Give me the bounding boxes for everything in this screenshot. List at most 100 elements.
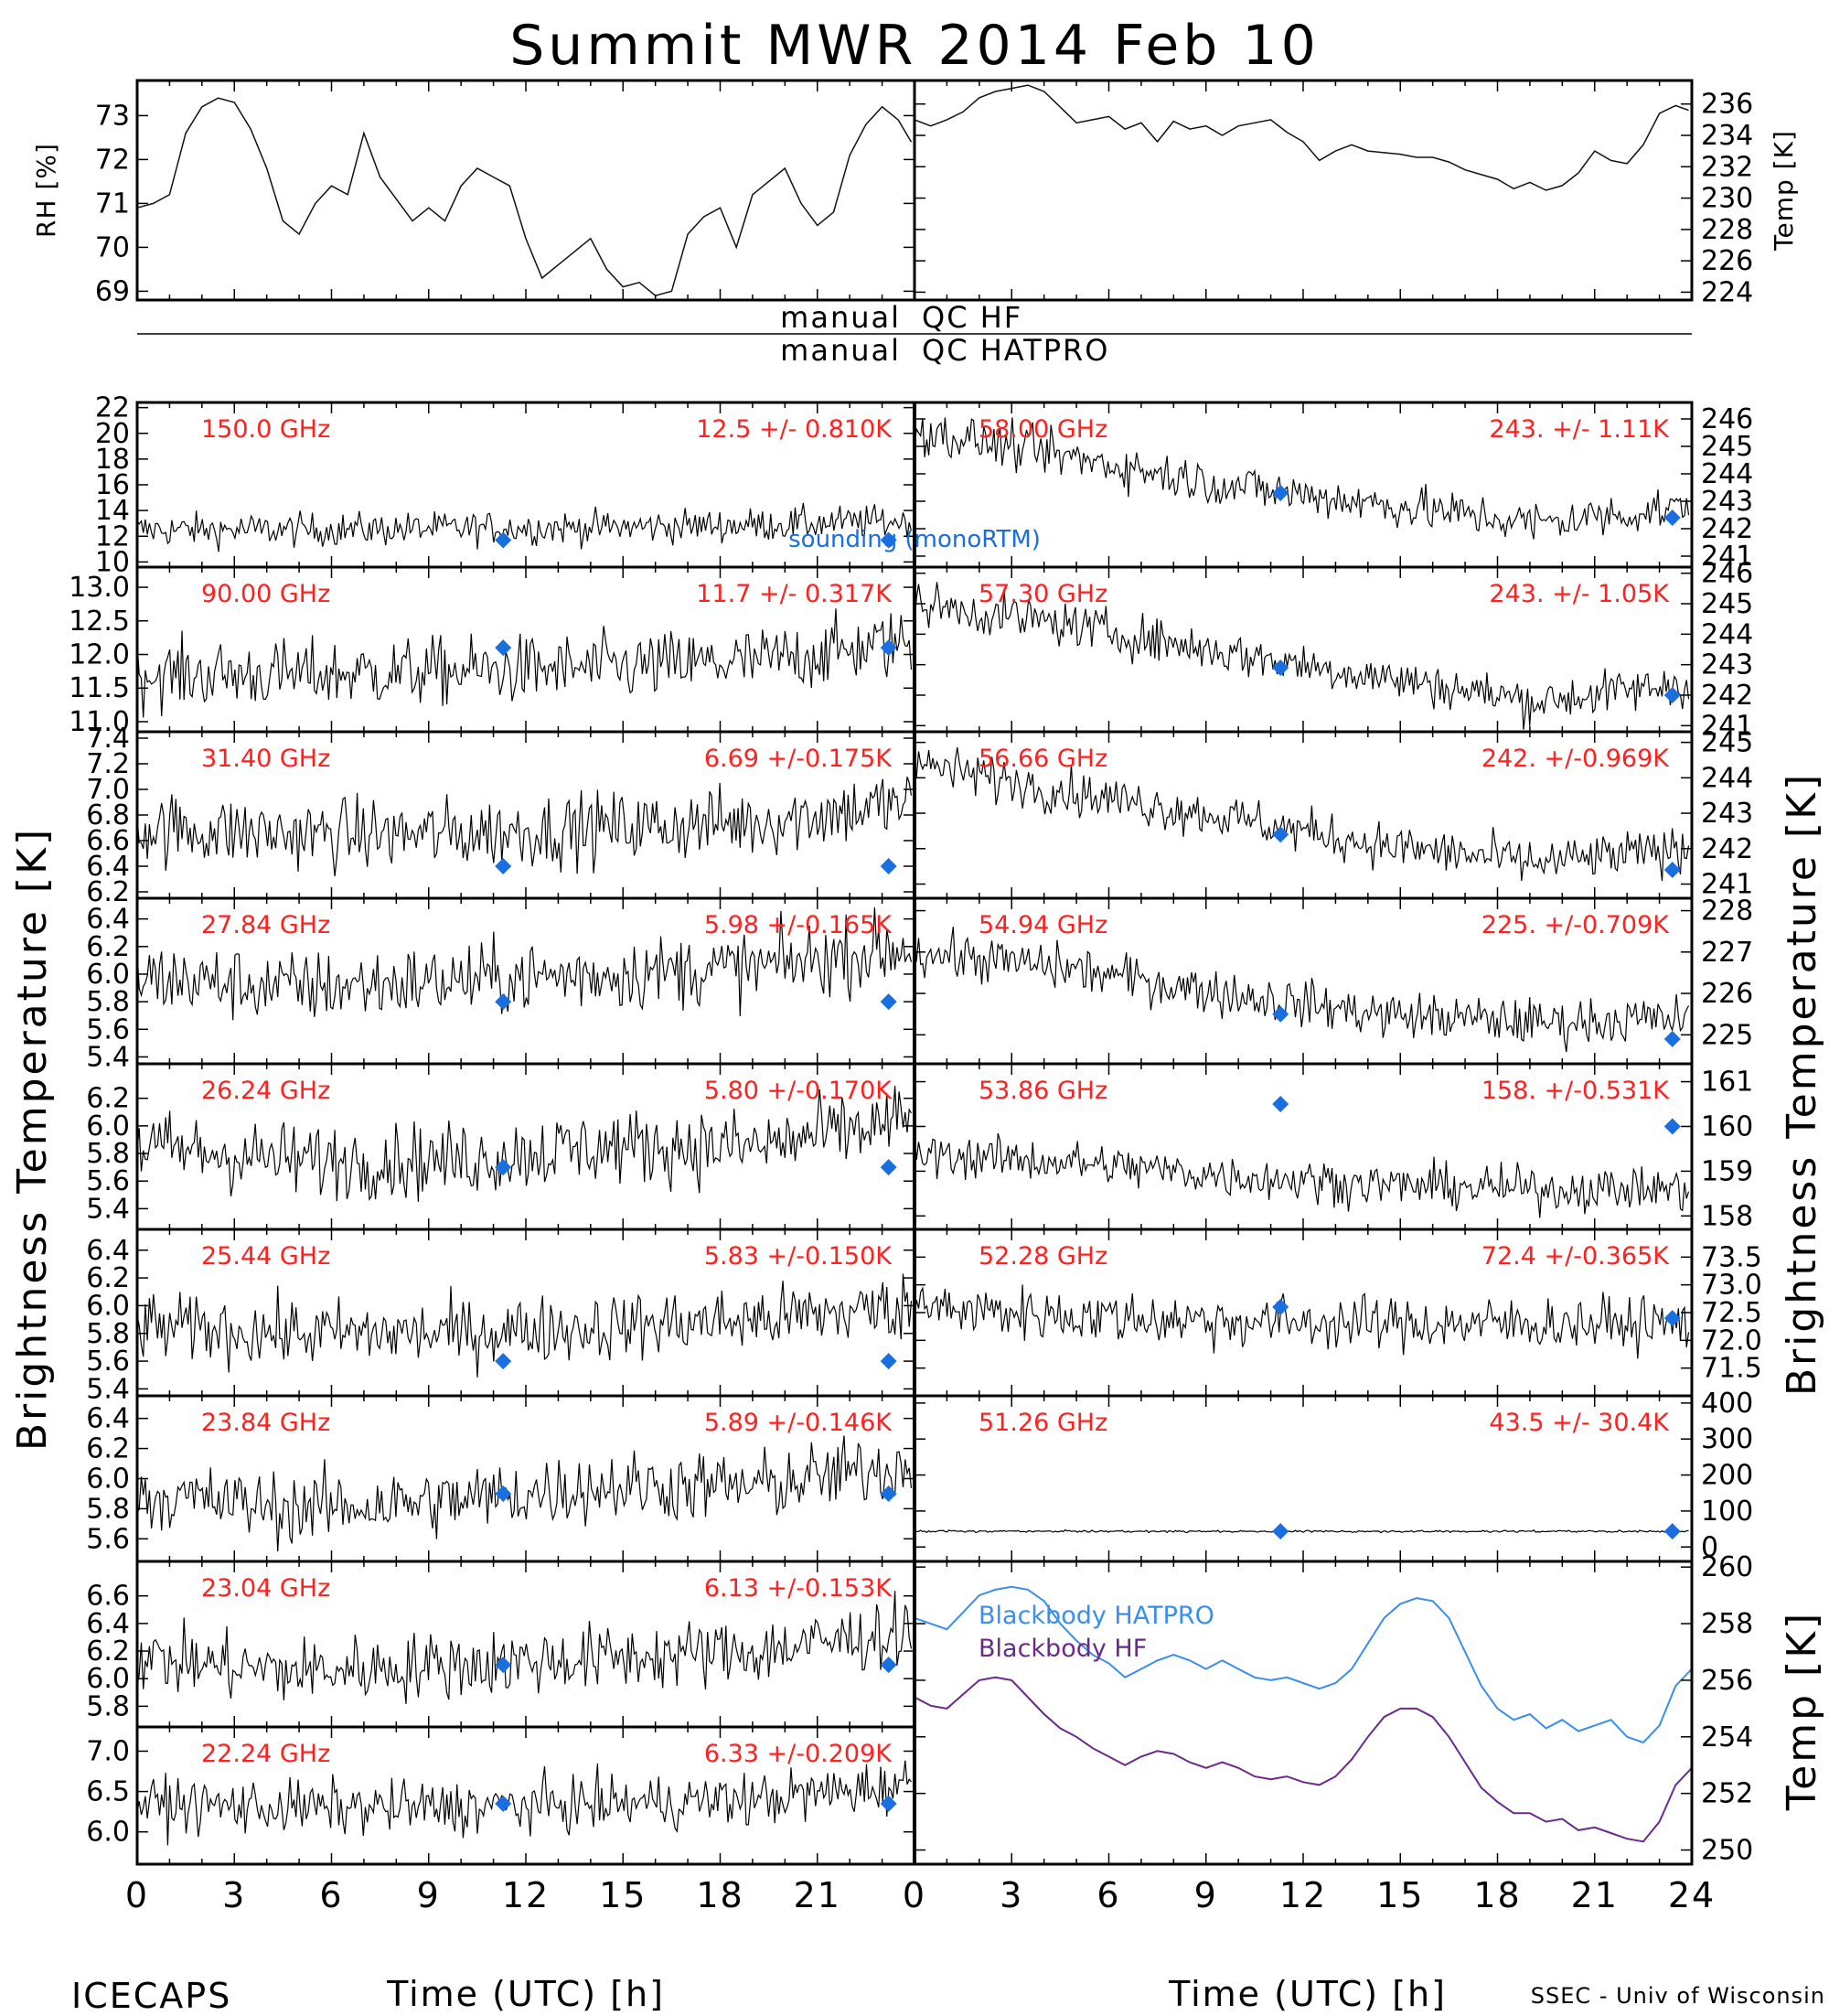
- tb-left-5-channel-label: 26.24 GHz: [201, 1077, 330, 1105]
- blackbody-legend-2: Blackbody HF: [979, 1635, 1147, 1663]
- tb-left-8-ytick-label-1: 6.0: [86, 1663, 130, 1695]
- x-tick-right-2: 6: [1096, 1875, 1120, 1915]
- tb-left-7-ytick-label-4: 6.4: [86, 1403, 130, 1435]
- qc-hf-left: manual: [780, 300, 901, 335]
- tb-left-3-sounding-marker-0: [495, 858, 512, 874]
- tb-left-2-ytick-label-3: 12.5: [69, 606, 130, 638]
- tb-left-3-ytick-label-6: 7.4: [86, 723, 130, 755]
- x-tick-left-0: 0: [125, 1875, 149, 1915]
- tb-left-5-ytick-label-0: 5.4: [86, 1193, 130, 1225]
- tb-left-6-ytick-label-3: 6.0: [86, 1290, 130, 1322]
- tb-right-3-sounding-marker-0: [1272, 826, 1289, 843]
- tb-left-4-sounding-marker-0: [495, 993, 512, 1011]
- tb-left-3-ytick-label-4: 7.0: [86, 774, 130, 806]
- tb-left-1-ytick-label-2: 14: [95, 495, 130, 527]
- tb-left-7-ytick-label-3: 6.2: [86, 1433, 130, 1465]
- tb-right-2-channel-label: 57.30 GHz: [979, 580, 1107, 608]
- tb-left-8-stats-label: 6.13 +/-0.153K: [704, 1574, 893, 1603]
- tb-left-5-sounding-marker-0: [495, 1159, 512, 1176]
- footer-right: SSEC - Univ of Wisconsin: [1531, 1983, 1825, 2009]
- temp-ytick-label-3: 230: [1701, 183, 1753, 215]
- tb-right-5-ytick-label-0: 158: [1701, 1200, 1753, 1232]
- tb-left-4-trace: [136, 907, 913, 1021]
- blackbody-ytick-label-3: 256: [1701, 1665, 1753, 1697]
- rh-ytick-label-3: 72: [95, 144, 130, 176]
- blackbody-ytick-label-4: 258: [1701, 1608, 1753, 1640]
- tb-right-2-trace: [914, 582, 1690, 730]
- tb-left-6-trace: [136, 1273, 913, 1378]
- tb-right-2-sounding-marker-1: [1663, 687, 1681, 703]
- tb-right-4-trace: [914, 927, 1690, 1053]
- tb-left-7-sounding-marker-0: [495, 1485, 512, 1502]
- tb-right-6-ytick-label-1: 72.0: [1701, 1324, 1762, 1357]
- x-tick-right-3: 9: [1194, 1875, 1218, 1915]
- tb-left-8-ytick-label-0: 5.8: [86, 1690, 130, 1722]
- tb-right-7-ytick-label-3: 300: [1701, 1423, 1753, 1455]
- tb-left-8-ytick-label-2: 6.2: [86, 1635, 130, 1667]
- tb-right-7-ytick-label-4: 400: [1701, 1388, 1753, 1420]
- tb-left-5-trace: [136, 1086, 913, 1202]
- temp-ylabel: Temp [K]: [1769, 130, 1799, 252]
- tb-left-6-sounding-marker-0: [495, 1353, 512, 1370]
- tb-left-4-ytick-label-4: 6.2: [86, 931, 130, 963]
- tb-right-1-sounding-marker-0: [1272, 485, 1289, 501]
- tb-left-8-sounding-marker-0: [495, 1657, 512, 1674]
- tb-right-2-ytick-label-0: 241: [1701, 710, 1753, 742]
- tb-left-9-trace: [136, 1760, 912, 1846]
- tb-right-7-stats-label: 43.5 +/- 30.4K: [1489, 1409, 1670, 1437]
- x-tick-right-5: 15: [1376, 1875, 1424, 1915]
- tb-right-6-ytick-label-3: 73.0: [1701, 1270, 1762, 1302]
- tb-left-6-ytick-label-2: 5.8: [86, 1318, 130, 1350]
- tb-left-2-ytick-label-4: 13.0: [69, 572, 130, 604]
- tb-right-3-sounding-marker-1: [1663, 862, 1681, 879]
- tb-right-3-trace: [914, 747, 1690, 882]
- x-tick-right-1: 3: [1000, 1875, 1023, 1915]
- qc-hf-right: QC HF: [922, 300, 1022, 335]
- x-label-right: Time (UTC) [h]: [1168, 1974, 1447, 2012]
- x-tick-left-2: 6: [319, 1875, 343, 1915]
- tb-right-6-channel-label: 52.28 GHz: [979, 1242, 1107, 1271]
- tb-left-3-channel-label: 31.40 GHz: [201, 745, 330, 773]
- x-tick-right-8: 24: [1668, 1875, 1716, 1915]
- tb-left-8-ytick-label-4: 6.6: [86, 1581, 130, 1613]
- tb-left-4-stats-label: 5.98 +/-0.165K: [704, 911, 893, 939]
- tb-left-1-trace: [136, 502, 913, 552]
- qc-hatpro-right: QC HATPRO: [922, 333, 1109, 368]
- tb-left-1-ytick-label-6: 22: [95, 392, 130, 424]
- tb-left-1-channel-label: 150.0 GHz: [201, 415, 330, 444]
- x-tick-right-4: 12: [1279, 1875, 1327, 1915]
- tb-right-7-trace: [914, 1528, 1689, 1534]
- x-tick-left-6: 18: [696, 1875, 743, 1915]
- tb-left-7-ytick-label-0: 5.6: [86, 1523, 130, 1555]
- tb-left-2-channel-label: 90.00 GHz: [201, 580, 330, 608]
- tb-right-4-ytick-label-0: 225: [1701, 1019, 1753, 1051]
- tb-right-5-trace: [914, 1132, 1690, 1218]
- rh-line: [136, 97, 913, 297]
- tb-right-3-ytick-label-2: 243: [1701, 798, 1753, 830]
- tb-right-2-ytick-label-4: 245: [1701, 588, 1753, 620]
- tb-right-4-ytick-label-3: 228: [1701, 895, 1753, 928]
- temp-ytick-label-0: 224: [1701, 276, 1753, 308]
- tb-right-7-ytick-label-0: 0: [1701, 1531, 1718, 1563]
- x-tick-right-7: 21: [1571, 1875, 1619, 1915]
- tb-left-7-sounding-marker-1: [880, 1485, 897, 1502]
- rh-ytick-label-1: 70: [95, 231, 130, 263]
- tb-left-6-ytick-label-5: 6.4: [86, 1235, 130, 1267]
- tb-right-3-channel-label: 56.66 GHz: [979, 745, 1107, 773]
- tb-right-5-channel-label: 53.86 GHz: [979, 1077, 1107, 1105]
- tb-right-2-sounding-marker-0: [1272, 659, 1289, 676]
- tb-right-3-ytick-label-1: 242: [1701, 833, 1753, 865]
- tb-right-1-sounding-marker-1: [1663, 509, 1681, 526]
- blackbody-series-1-line: [914, 1585, 1693, 1744]
- rh-ytick-label-2: 71: [95, 188, 130, 220]
- x-tick-left-1: 3: [222, 1875, 246, 1915]
- tb-right-7-channel-label: 51.26 GHz: [979, 1409, 1107, 1437]
- tb-right-3-ytick-label-0: 241: [1701, 869, 1753, 901]
- tb-left-9-ytick-label-0: 6.0: [86, 1817, 130, 1849]
- tb-left-1-ytick-label-5: 20: [95, 418, 130, 450]
- tb-right-1-ytick-label-4: 245: [1701, 431, 1753, 463]
- tb-right-7-sounding-marker-0: [1272, 1523, 1289, 1540]
- tb-right-1-ytick-label-2: 243: [1701, 486, 1753, 518]
- blackbody-legend-1: Blackbody HATPRO: [979, 1602, 1214, 1630]
